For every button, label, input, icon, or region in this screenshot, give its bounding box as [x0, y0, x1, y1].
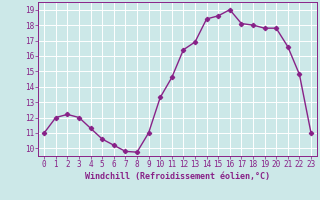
X-axis label: Windchill (Refroidissement éolien,°C): Windchill (Refroidissement éolien,°C) — [85, 172, 270, 181]
